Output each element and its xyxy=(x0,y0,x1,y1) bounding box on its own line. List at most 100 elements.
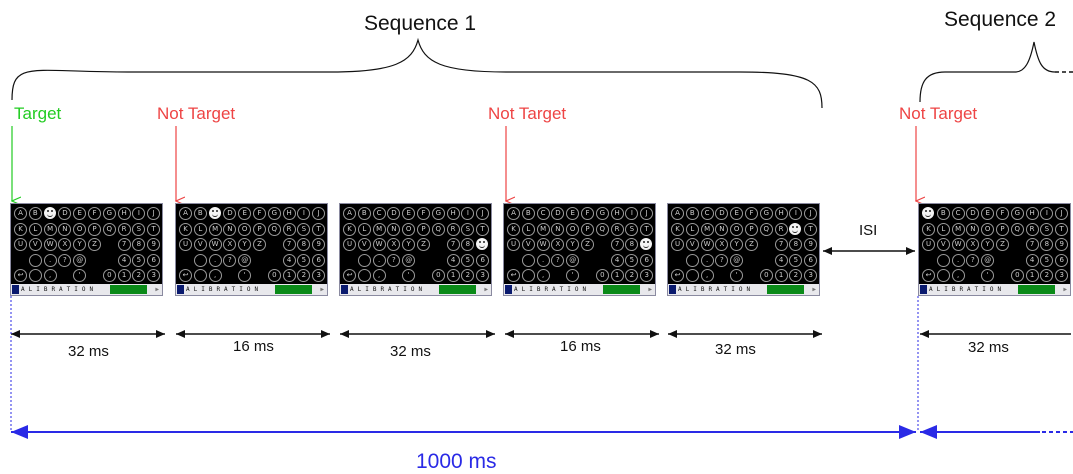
flash-face-icon xyxy=(640,238,653,251)
speller-cell: P xyxy=(745,222,758,236)
speller-cell: C xyxy=(536,207,550,220)
speller-cell: W xyxy=(43,238,57,252)
speller-cell: W xyxy=(700,238,714,252)
flash-face-icon xyxy=(43,207,56,219)
speller-cell: E xyxy=(402,207,416,220)
speller-cell: 3 xyxy=(1055,269,1069,283)
speller-cell: 2 xyxy=(297,269,311,283)
speller-cell: D xyxy=(966,207,980,220)
speller-cell: Z xyxy=(996,238,1009,252)
speller-cell: K xyxy=(343,222,356,236)
speller-cell: 4 xyxy=(282,253,296,267)
speller-cell: F xyxy=(88,207,101,220)
speller-cell: F xyxy=(581,207,594,220)
speller-cell: U xyxy=(343,238,356,252)
speller-cell xyxy=(936,253,950,267)
speller-cell: 6 xyxy=(640,253,654,267)
speller-cell: G xyxy=(1010,207,1024,220)
speller-cell: 8 xyxy=(789,238,803,252)
speller-cell: ↩ xyxy=(343,269,356,283)
speller-cell: G xyxy=(595,207,609,220)
speller-cell: P xyxy=(88,222,101,236)
play-icon: ▶ xyxy=(648,286,652,293)
speller-cell: E xyxy=(566,207,580,220)
calibration-bar: ALIBRATION ▶ xyxy=(11,284,162,295)
speller-cell: 2 xyxy=(461,269,475,283)
calibration-progress xyxy=(603,285,640,294)
speller-cell: , xyxy=(43,269,57,283)
calibration-bar: ALIBRATION ▶ xyxy=(340,284,491,295)
speller-cell: N xyxy=(58,222,72,236)
speller-cell: ? xyxy=(715,253,729,267)
play-icon: ▶ xyxy=(484,286,488,293)
speller-cell: N xyxy=(551,222,565,236)
speller-cell: 1 xyxy=(446,269,460,283)
speller-cell: V xyxy=(28,238,42,252)
speller-grid: A B C D E F G H I J K L M N O P Q R S T U V W X Y Z 7 8.? @4 5 6 ↩, ' 0 1 2… xyxy=(342,206,491,284)
speller-cell: X xyxy=(966,238,980,252)
calibration-text: ALIBRATION xyxy=(186,286,263,293)
speller-cell: I xyxy=(297,207,311,220)
speller-cell: T xyxy=(804,222,818,236)
speller-grid: A B D E F G H I J K L M N O P Q R S T U V W X Y Z 7 8 9.? @4 5 6 ↩, ' 0 1 2… xyxy=(178,206,327,284)
speller-cell: C xyxy=(700,207,714,220)
speller-cell: K xyxy=(179,222,192,236)
speller-cell: B xyxy=(357,207,371,220)
speller-cell xyxy=(28,269,42,283)
speller-cell xyxy=(193,269,207,283)
speller-cell: 0 xyxy=(431,269,445,283)
speller-cell: @ xyxy=(238,253,252,267)
speller-cell: Y xyxy=(73,238,87,252)
speller-panel-6: B C D E F G H I J K L M N O P Q R S T U V W X Y Z 7 8 9.? @4 5 6 ↩, ' 0 1 2… xyxy=(918,203,1071,296)
speller-cell: ↩ xyxy=(922,269,935,283)
speller-cell: Y xyxy=(981,238,995,252)
speller-cell: 5 xyxy=(297,253,311,267)
speller-cell: P xyxy=(581,222,594,236)
speller-cell: P xyxy=(996,222,1009,236)
speller-cell: W xyxy=(536,238,550,252)
flash-face-icon xyxy=(476,238,489,251)
speller-cell: B xyxy=(193,207,207,220)
speller-cell: M xyxy=(372,222,386,236)
speller-cell xyxy=(28,253,42,267)
speller-cell: 7 xyxy=(446,238,460,252)
speller-cell: L xyxy=(521,222,535,236)
speller-cell: @ xyxy=(981,253,995,267)
speller-cell: U xyxy=(179,238,192,252)
speller-cell: @ xyxy=(73,253,87,267)
speller-cell: 6 xyxy=(804,253,818,267)
speller-cell: 5 xyxy=(625,253,639,267)
speller-panel-2: A B D E F G H I J K L M N O P Q R S T U V W X Y Z 7 8 9.? @4 5 6 ↩, ' 0 1 2… xyxy=(175,203,328,296)
speller-cell: L xyxy=(936,222,950,236)
speller-cell: S xyxy=(1040,222,1054,236)
speller-cell: 1 xyxy=(282,269,296,283)
speller-cell: X xyxy=(387,238,401,252)
speller-cell: ? xyxy=(58,253,72,267)
not-target-label-2: Not Target xyxy=(488,104,567,123)
speller-cell: X xyxy=(223,238,237,252)
speller-cell: I xyxy=(625,207,639,220)
calibration-square-icon xyxy=(177,285,184,294)
speller-cell: O xyxy=(730,222,744,236)
speller-cell: D xyxy=(715,207,729,220)
speller-cell: 3 xyxy=(640,269,654,283)
duration-label-6: 32 ms xyxy=(968,339,1009,356)
speller-cell: V xyxy=(685,238,699,252)
speller-cell: 3 xyxy=(312,269,326,283)
speller-cell: , xyxy=(372,269,386,283)
speller-cell: D xyxy=(223,207,237,220)
speller-cell: H xyxy=(282,207,296,220)
calibration-progress xyxy=(110,285,147,294)
not-target-label-1: Not Target xyxy=(157,104,236,123)
speller-cell: 4 xyxy=(117,253,131,267)
speller-cell: 8 xyxy=(132,238,146,252)
play-icon: ▶ xyxy=(812,286,816,293)
flash-face-icon xyxy=(922,207,934,219)
speller-cell: 8 xyxy=(461,238,475,252)
speller-cell: H xyxy=(774,207,788,220)
speller-cell: X xyxy=(58,238,72,252)
speller-cell: U xyxy=(671,238,684,252)
speller-cell: W xyxy=(951,238,965,252)
sequence-2-label: Sequence 2 xyxy=(944,8,1057,31)
speller-cell: Y xyxy=(238,238,252,252)
